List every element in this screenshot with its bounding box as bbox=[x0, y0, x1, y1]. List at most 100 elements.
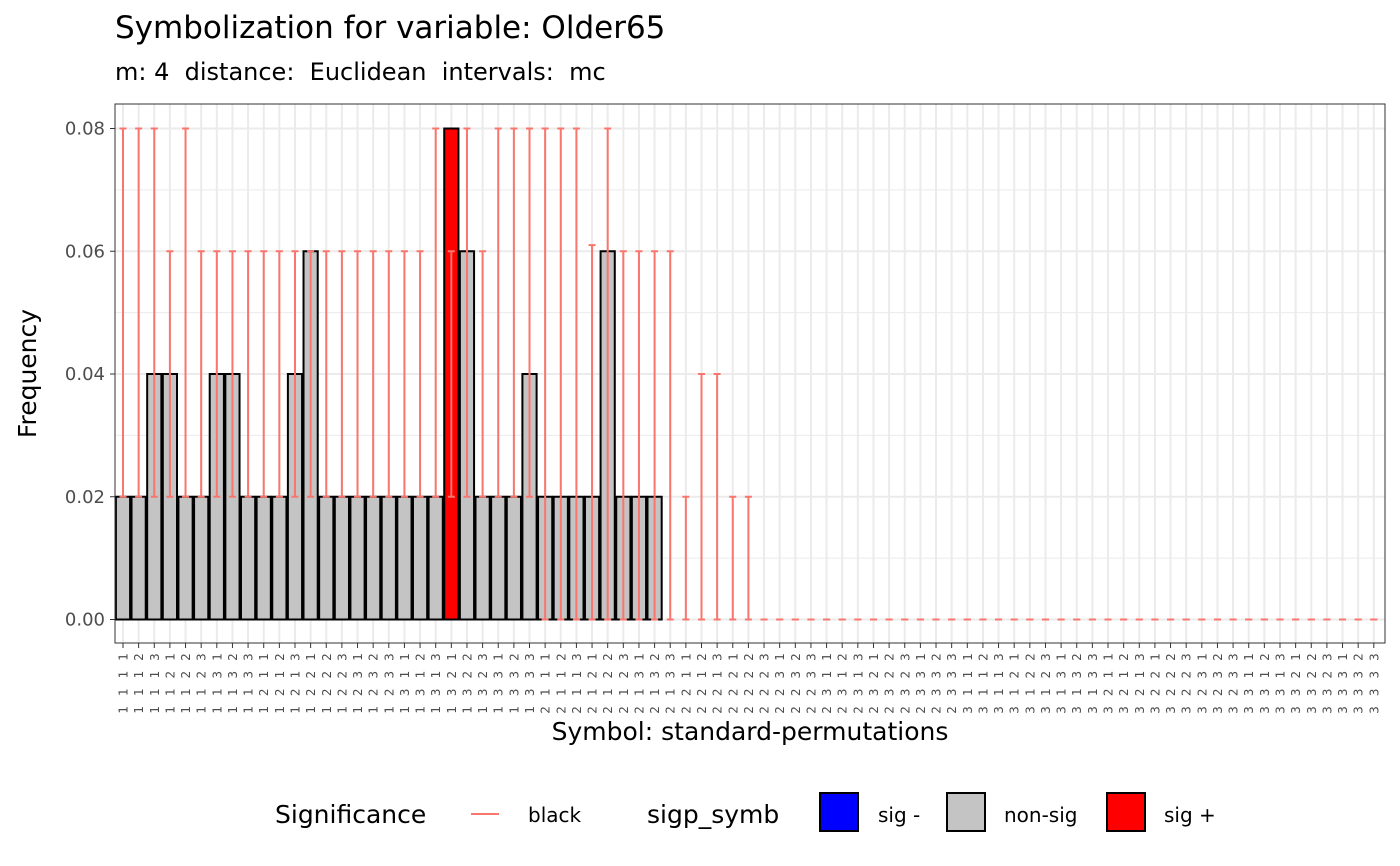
x-tick-label: 2 1 3 1 bbox=[631, 652, 646, 714]
error-bar bbox=[635, 250, 643, 621]
x-tick-label: 2 2 1 3 bbox=[710, 652, 725, 714]
error-bar bbox=[447, 250, 455, 498]
x-tick-label: 3 3 2 3 bbox=[1319, 652, 1334, 714]
x-tick-label: 2 2 3 1 bbox=[772, 652, 787, 714]
bars bbox=[114, 127, 663, 621]
x-tick-label: 2 1 2 3 bbox=[616, 652, 631, 714]
x-tick-label: 1 3 2 1 bbox=[444, 652, 459, 714]
x-tick-label: 2 1 1 2 bbox=[553, 652, 568, 714]
x-tick-label: 1 2 1 1 bbox=[256, 652, 271, 714]
x-tick-label: 3 1 2 2 bbox=[1022, 652, 1037, 714]
error-bar bbox=[400, 250, 408, 498]
bar bbox=[130, 495, 147, 621]
bar bbox=[380, 495, 397, 621]
error-bar bbox=[526, 127, 534, 498]
error-bar bbox=[354, 250, 362, 498]
error-bar bbox=[713, 373, 721, 621]
y-tick-label: 0.06 bbox=[65, 241, 105, 262]
x-tick-label: 2 1 1 3 bbox=[569, 652, 584, 714]
y-axis-title: Frequency bbox=[13, 309, 42, 438]
error-bar bbox=[338, 250, 346, 498]
x-tick-label: 3 2 1 3 bbox=[1132, 652, 1147, 714]
x-tick-label: 3 1 3 1 bbox=[1054, 652, 1069, 714]
sig-plus-legend-label: sig + bbox=[1164, 803, 1216, 827]
x-tick-label: 1 3 3 1 bbox=[491, 652, 506, 714]
bar bbox=[349, 495, 366, 621]
sigp-legend-title: sigp_symb bbox=[647, 800, 780, 829]
x-tick-label: 3 3 2 1 bbox=[1288, 652, 1303, 714]
error-bar bbox=[729, 495, 737, 621]
x-tick-label: 2 3 2 1 bbox=[866, 652, 881, 714]
x-tick-label: 1 3 2 2 bbox=[459, 652, 474, 714]
error-bar bbox=[307, 250, 315, 498]
chart-subtitle: m: 4 distance: Euclidean intervals: mc bbox=[115, 58, 606, 86]
error-bar bbox=[651, 250, 659, 621]
error-bar bbox=[510, 127, 518, 498]
x-tick-label: 2 3 1 3 bbox=[850, 652, 865, 714]
x-tick-label: 2 3 2 3 bbox=[897, 652, 912, 714]
sig-minus-legend-label: sig - bbox=[878, 803, 921, 827]
error-bar bbox=[557, 127, 565, 621]
x-tick-label: 2 3 1 2 bbox=[835, 652, 850, 714]
chart-title: Symbolization for variable: Older65 bbox=[115, 10, 666, 46]
bar bbox=[474, 495, 491, 621]
x-tick-label: 2 2 2 1 bbox=[725, 652, 740, 714]
bar bbox=[318, 495, 335, 621]
error-bar bbox=[479, 250, 487, 498]
x-tick-label: 3 2 1 1 bbox=[1101, 652, 1116, 714]
error-bar bbox=[697, 373, 705, 621]
sig-plus-legend-key bbox=[1106, 792, 1146, 832]
x-tick-label: 3 1 1 2 bbox=[975, 652, 990, 714]
bar bbox=[177, 495, 194, 621]
bar bbox=[255, 495, 272, 621]
x-tick-label: 3 3 3 3 bbox=[1366, 652, 1381, 714]
x-tick-label: 1 3 1 3 bbox=[428, 652, 443, 714]
x-tick-label: 2 2 1 1 bbox=[678, 652, 693, 714]
x-tick-label: 1 1 2 3 bbox=[194, 652, 209, 714]
x-tick-label: 3 3 1 3 bbox=[1272, 652, 1287, 714]
non-sig-legend-label: non-sig bbox=[1004, 803, 1078, 827]
error-bar bbox=[150, 127, 158, 498]
error-bar bbox=[572, 127, 580, 621]
error-bar bbox=[119, 127, 127, 498]
y-tick-label: 0.08 bbox=[65, 119, 105, 140]
error-bar bbox=[135, 127, 143, 498]
error-bar bbox=[744, 495, 752, 621]
error-bar bbox=[260, 250, 268, 498]
x-tick-label: 3 3 2 2 bbox=[1304, 652, 1319, 714]
significance-legend-label: black bbox=[528, 803, 582, 827]
bar bbox=[411, 495, 429, 621]
error-bar bbox=[619, 250, 627, 621]
x-tick-label: 2 3 1 1 bbox=[819, 652, 834, 714]
x-tick-label: 1 2 1 3 bbox=[287, 652, 302, 714]
x-tick-label: 1 2 3 2 bbox=[366, 652, 381, 714]
x-tick-label: 1 1 3 1 bbox=[209, 652, 224, 714]
x-tick-label: 2 2 3 2 bbox=[788, 652, 803, 714]
x-tick-label: 1 2 2 1 bbox=[303, 652, 318, 714]
error-bar bbox=[666, 250, 674, 621]
error-bar bbox=[494, 127, 502, 498]
x-tick-label: 3 2 2 1 bbox=[1147, 652, 1162, 714]
y-tick-label: 0.00 bbox=[65, 610, 105, 631]
x-tick-label: 3 1 2 3 bbox=[1038, 652, 1053, 714]
x-tick-label: 1 2 1 2 bbox=[272, 652, 287, 714]
error-bar bbox=[197, 250, 205, 498]
bar bbox=[239, 495, 257, 621]
x-tick-label: 1 2 2 3 bbox=[334, 652, 349, 714]
x-tick-label: 2 1 3 3 bbox=[663, 652, 678, 714]
x-tick-label: 3 1 3 2 bbox=[1069, 652, 1084, 714]
bar bbox=[271, 495, 288, 621]
error-bar bbox=[369, 250, 377, 498]
x-tick-label: 2 2 2 2 bbox=[741, 652, 756, 714]
x-tick-label: 1 1 3 3 bbox=[241, 652, 256, 714]
non-sig-legend-key bbox=[946, 792, 986, 832]
x-tick-label: 1 3 1 2 bbox=[413, 652, 428, 714]
x-tick-label: 3 3 1 2 bbox=[1257, 652, 1272, 714]
error-bar bbox=[385, 250, 393, 498]
bar bbox=[333, 495, 350, 621]
error-bar bbox=[275, 250, 283, 498]
x-tick-label: 2 2 3 3 bbox=[803, 652, 818, 714]
x-tick-label: 1 1 3 2 bbox=[225, 652, 240, 714]
sig-minus-legend-key bbox=[819, 792, 859, 832]
bar bbox=[365, 495, 382, 621]
